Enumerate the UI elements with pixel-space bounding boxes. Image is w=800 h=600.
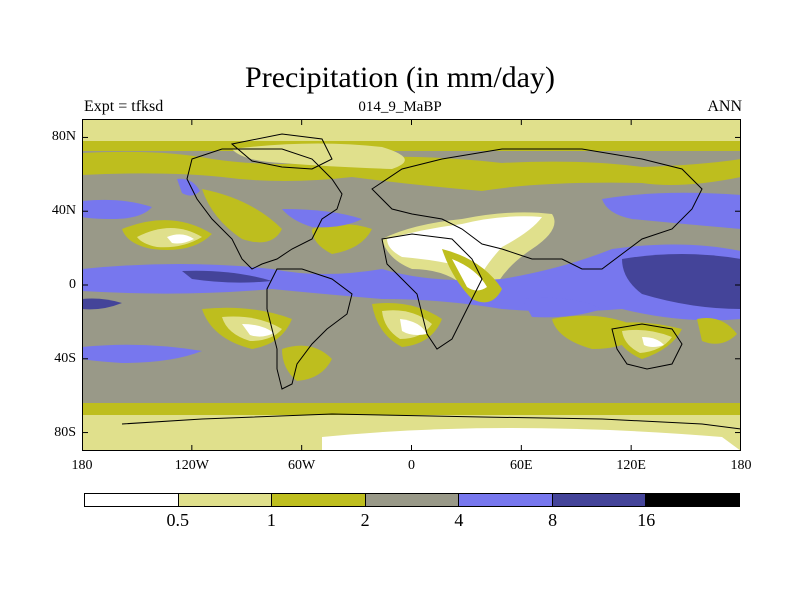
chart-title: Precipitation (in mm/day): [245, 61, 555, 94]
n-pacific-storm-track-west: [82, 199, 152, 219]
lon-tick-label: 180: [71, 458, 93, 473]
coastlines: [121, 133, 741, 430]
colorbar-level-label: 8: [548, 510, 558, 530]
lat-tick-label: 40N: [51, 203, 76, 219]
colorbar-level-label: 1: [266, 510, 276, 530]
colorbar-swatch: [365, 494, 460, 506]
sahara-white: [387, 216, 542, 284]
antarctic-white: [322, 428, 741, 451]
lon-tick-label: 120E: [616, 458, 646, 473]
colorbar-swatch: [459, 494, 553, 506]
arctic-low-band: [82, 141, 741, 151]
north-america-yellow: [202, 189, 282, 243]
se-pacific-white: [242, 324, 274, 337]
colorbar-level-label: 2: [360, 510, 370, 530]
colorbar-level-label: 0.5: [166, 510, 189, 530]
colorbar-swatch: [178, 494, 273, 506]
experiment-label: Expt = tfksd: [84, 98, 164, 115]
pacific-nw-wet: [177, 178, 200, 196]
map-svg: [82, 119, 741, 451]
lon-tick-label: 120W: [174, 458, 209, 473]
north-pacific-white: [167, 234, 194, 244]
n-pacific-storm-track-east: [602, 192, 741, 229]
antarctic-low-band: [82, 403, 741, 415]
dateline-core: [82, 298, 122, 310]
lon-tick-label: 60W: [288, 458, 316, 473]
greenland-outline: [230, 133, 333, 170]
australia-outline: [611, 323, 683, 370]
map-border: [82, 119, 741, 451]
lat-tick-label: 0: [69, 277, 76, 292]
lon-tick-label: 180: [730, 458, 752, 473]
lat-tick-label: 80S: [54, 424, 76, 440]
colorbar-swatch: [552, 494, 647, 506]
n-atlantic-storm-track: [282, 209, 362, 228]
arctic-dry-band: [82, 119, 741, 141]
north-america-outline: [186, 148, 343, 270]
s-pacific-yellow: [697, 318, 737, 344]
south-america-outline: [266, 268, 353, 390]
greenland-dry: [232, 143, 405, 169]
colorbar-swatch: [85, 494, 179, 506]
s-pacific-wet-west: [82, 344, 202, 363]
warm-pool-core: [622, 254, 741, 309]
eurasia-outline: [371, 148, 703, 270]
colorbar: [84, 493, 740, 507]
lon-tick-label: 0: [408, 458, 415, 473]
north-atlantic-yellow: [312, 224, 372, 254]
colorbar-swatch: [646, 494, 740, 506]
season-label: ANN: [707, 98, 742, 115]
s-atlantic-white: [400, 319, 427, 335]
time-label: 014_9_MaBP: [358, 99, 442, 115]
colorbar-level-label: 16: [637, 510, 656, 530]
australia-white: [642, 337, 664, 347]
antarctica-outline: [121, 413, 741, 430]
lat-tick-label: 80N: [51, 129, 76, 145]
colorbar-swatch: [272, 494, 366, 506]
colorbar-level-label: 4: [454, 510, 464, 530]
itcz-core-east-pacific: [182, 270, 272, 283]
horn-africa-white: [452, 259, 487, 291]
s-indian-wet: [522, 297, 602, 318]
africa-outline: [381, 233, 483, 350]
lon-tick-label: 60E: [510, 458, 533, 473]
precipitation-map: [82, 119, 741, 451]
north-yellow-band: [82, 151, 741, 191]
lat-tick-label: 40S: [54, 350, 76, 366]
